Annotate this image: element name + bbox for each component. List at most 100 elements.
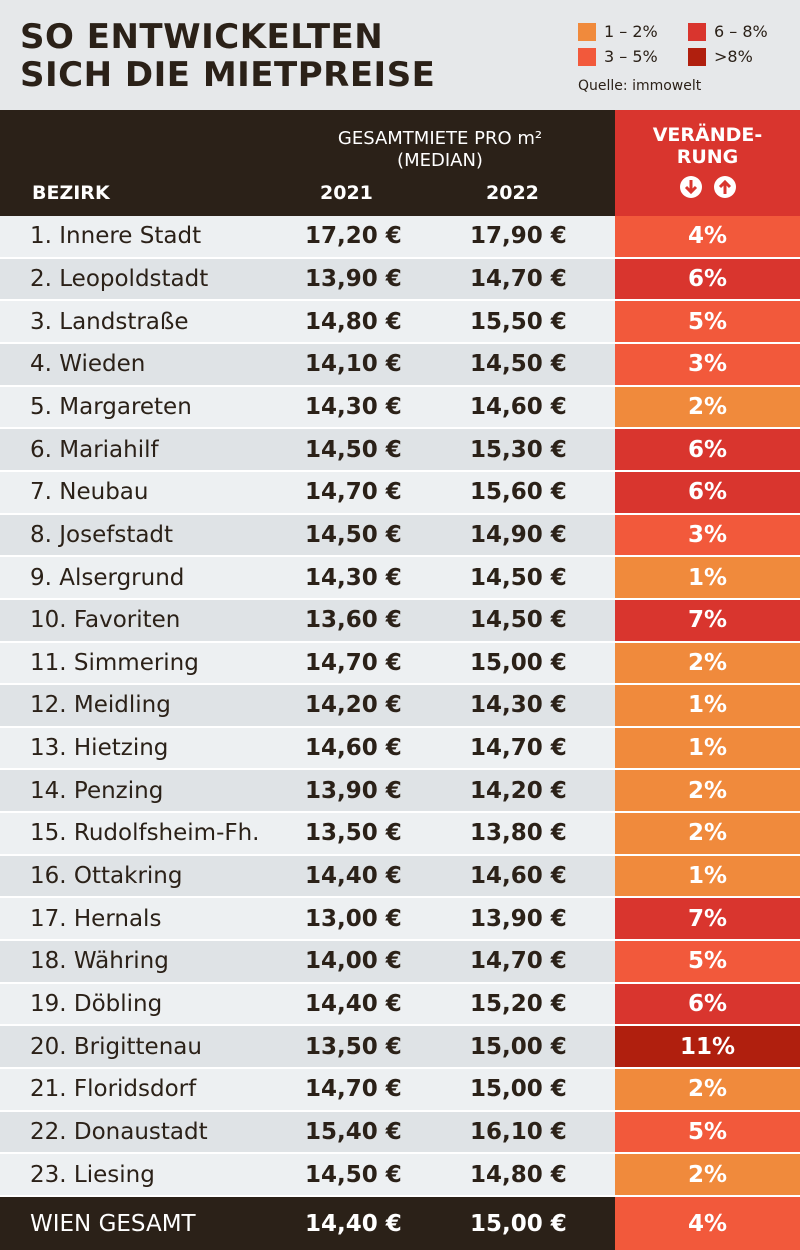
table-row: 8. Josefstadt 14,50 € 14,90 € 3% [0,514,800,558]
change: 4% [615,1197,800,1250]
district: 23. Liesing [30,1161,155,1188]
rent-2021: 14,70 € [305,1076,402,1103]
rent-2021: 17,20 € [305,223,402,250]
rent-2022: 14,70 € [470,735,567,762]
change: 5% [615,941,800,982]
table-row: 9. Alsergrund 14,30 € 14,50 € 1% [0,557,800,600]
rent-2021: 14,30 € [305,564,402,591]
column-header: BEZIRK [32,182,110,204]
rent-2021: 15,40 € [305,1119,402,1145]
rent-2022: 14,80 € [470,1161,567,1188]
change: 2% [615,770,800,812]
change: 3% [615,514,800,556]
district: WIEN GESAMT [30,1210,196,1237]
change: 2% [615,642,800,684]
legend-item: 1 – 2% [578,22,688,41]
change: 1% [615,557,800,598]
legend-swatch [688,22,706,41]
table-row: 20. Brigittenau 13,50 € 15,00 € 11% [0,1026,800,1070]
legend: 1 – 2% 6 – 8% 3 – 5% >8% [578,22,788,66]
rent-2022: 14,90 € [470,521,567,548]
rent-2021: 14,00 € [305,948,402,975]
district: 18. Währing [30,948,169,975]
table-row: 17. Hernals 13,00 € 13,90 € 7% [0,898,800,942]
rent-2022: 15,30 € [470,436,567,463]
district: 20. Brigittenau [30,1033,202,1060]
district: 9. Alsergrund [30,564,185,591]
rent-2022: 15,50 € [470,308,567,335]
rent-2021: 14,10 € [305,351,402,378]
rent-2021: 13,60 € [305,607,402,634]
rent-2022: 14,30 € [470,692,567,719]
table-row: 13. Hietzing 14,60 € 14,70 € 1% [0,727,800,771]
rent-2021: 14,50 € [305,1161,402,1188]
rent-2022: 14,20 € [470,777,567,804]
change: 6% [615,429,800,470]
rent-2022: 15,00 € [470,1210,567,1237]
legend-swatch [578,47,596,66]
rent-2021: 14,60 € [305,735,402,762]
table-row: 6. Mariahilf 14,50 € 15,30 € 6% [0,429,800,472]
group-line: (MEDIAN) [397,150,483,171]
change: 3% [615,343,800,385]
change: 2% [615,1069,800,1110]
rent-2022: 15,60 € [470,479,567,506]
change: 1% [615,727,800,769]
table-row: 16. Ottakring 14,40 € 14,60 € 1% [0,855,800,899]
legend-label: 1 – 2% [604,22,658,41]
table-row: 14. Penzing 13,90 € 14,20 € 2% [0,770,800,814]
legend-swatch [578,22,596,41]
district: 10. Favoriten [30,607,181,634]
change: 5% [615,1111,800,1153]
source: Quelle: immowelt [578,78,702,94]
rent-2022: 15,00 € [470,1033,567,1060]
change: 6% [615,983,800,1025]
rent-2021: 14,40 € [305,1210,402,1237]
legend-item: >8% [688,47,788,66]
rent-2021: 14,70 € [305,649,402,676]
rent-2022: 14,50 € [470,351,567,378]
district: 1. Innere Stadt [30,223,202,250]
legend-item: 6 – 8% [688,22,788,41]
title-line: SICH DIE MIETPREISE [20,55,436,95]
legend-item: 3 – 5% [578,47,688,66]
district: 12. Meidling [30,692,171,719]
table-row: 10. Favoriten 13,60 € 14,50 € 7% [0,599,800,643]
rent-2021: 14,50 € [305,436,402,463]
change: 6% [615,471,800,513]
rent-2021: 14,70 € [305,479,402,506]
arrows-icon [679,176,736,198]
group-line: GESAMTMIETE PRO m² [337,128,543,149]
rent-2022: 17,90 € [470,223,567,250]
table-row: 5. Margareten 14,30 € 14,60 € 2% [0,386,800,430]
district: 2. Leopoldstadt [30,265,209,292]
rent-2022: 14,50 € [470,564,567,591]
rent-2021: 14,30 € [305,393,402,420]
table-row: 11. Simmering 14,70 € 15,00 € 2% [0,642,800,686]
table-row: 22. Donaustadt 15,40 € 16,10 € 5% [0,1111,800,1155]
rent-2022: 15,00 € [470,1076,567,1103]
rent-2021: 14,80 € [305,308,402,335]
rent-2021: 14,40 € [305,863,402,890]
district: 17. Hernals [30,905,162,932]
district: 16. Ottakring [30,863,183,890]
district: 7. Neubau [30,479,149,506]
rent-2021: 13,50 € [305,820,402,847]
rent-2022: 15,20 € [470,991,567,1018]
district: 3. Landstraße [30,308,189,335]
rent-2021: 14,40 € [305,991,402,1018]
change: 2% [615,386,800,428]
change: 6% [615,258,800,300]
table-row: 2. Leopoldstadt 13,90 € 14,70 € 6% [0,258,800,302]
change: 7% [615,898,800,940]
change: 5% [615,301,800,342]
rent-2021: 13,00 € [305,905,402,932]
district: 15. Rudolfsheim-Fh. [30,820,260,847]
district: 13. Hietzing [30,735,169,762]
table-row: 4. Wieden 14,10 € 14,50 € 3% [0,343,800,387]
legend-label: 3 – 5% [604,47,658,66]
total-row: WIEN GESAMT 14,40 € 15,00 € 4% [0,1197,800,1250]
district: 6. Mariahilf [30,436,159,463]
district: 5. Margareten [30,393,192,420]
table-row: 19. Döbling 14,40 € 15,20 € 6% [0,983,800,1027]
